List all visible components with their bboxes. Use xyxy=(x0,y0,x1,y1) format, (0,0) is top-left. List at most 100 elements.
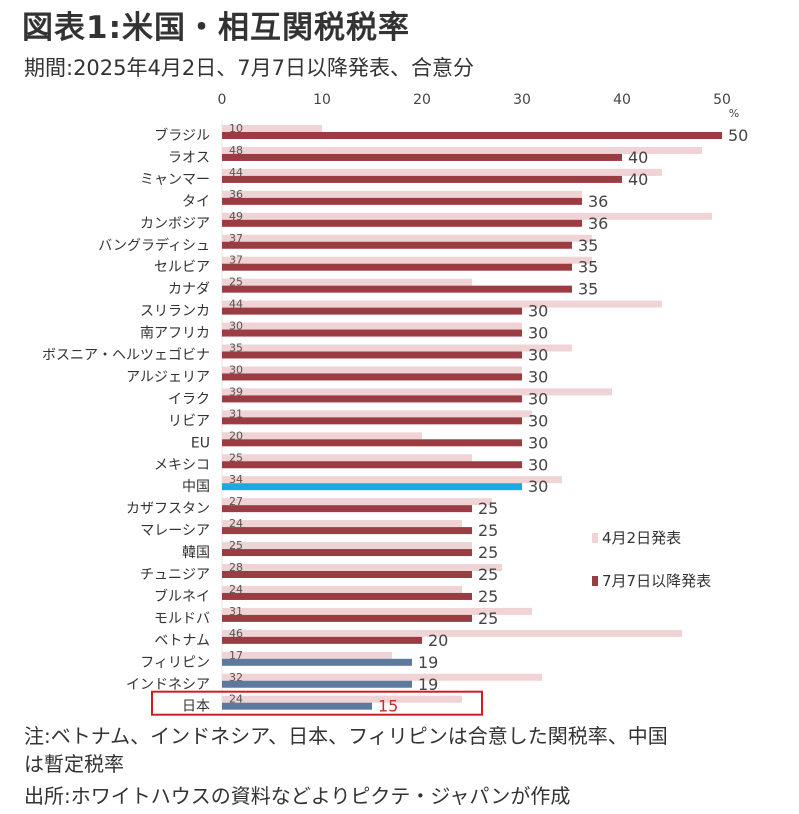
category-label: フィリピン xyxy=(140,655,210,671)
bar-label-jul7: 30 xyxy=(528,346,548,365)
category-label: スリランカ xyxy=(140,304,210,320)
category-label: リビア xyxy=(168,413,210,429)
bar-label-jul7: 36 xyxy=(588,214,608,233)
bar-apr2 xyxy=(222,454,472,462)
category-label: タイ xyxy=(182,194,210,210)
bar-label-apr2: 24 xyxy=(229,693,243,706)
bar-jul7 xyxy=(222,197,582,205)
bar-apr2 xyxy=(222,344,572,352)
bar-apr2 xyxy=(222,542,472,550)
bar-jul7 xyxy=(222,395,522,403)
bar-label-jul7: 35 xyxy=(578,236,598,255)
bar-apr2 xyxy=(222,498,492,506)
bar-apr2 xyxy=(222,651,392,659)
bar-jul7 xyxy=(222,571,472,578)
source-note: 出所:ホワイトハウスの資料などよりピクテ・ジャパンが作成 xyxy=(24,784,571,808)
note-line-2: は暫定税率 xyxy=(24,752,124,776)
legend-swatch-jul7 xyxy=(592,575,598,586)
bar-apr2 xyxy=(222,476,562,484)
category-label: セルビア xyxy=(154,260,210,276)
category-label: アルジェリア xyxy=(126,369,210,385)
bar-apr2 xyxy=(222,388,612,396)
bar-jul7 xyxy=(222,153,622,161)
legend-label-jul7: 7月7日以降発表 xyxy=(602,572,712,590)
bar-label-jul7: 25 xyxy=(478,587,498,606)
bar-apr2 xyxy=(222,234,592,242)
bar-jul7 xyxy=(222,483,522,491)
bar-label-jul7: 19 xyxy=(418,675,438,694)
bar-label-apr2: 34 xyxy=(229,473,243,486)
bar-label-jul7: 19 xyxy=(418,653,438,672)
bar-label-jul7: 25 xyxy=(478,543,498,562)
category-label: ブラジル xyxy=(154,127,210,144)
bar-label-jul7: 30 xyxy=(528,302,548,321)
bar-label-apr2: 10 xyxy=(229,122,243,135)
bar-label-jul7: 36 xyxy=(588,192,608,211)
category-label: マレーシア xyxy=(140,523,210,539)
category-label: モルドバ xyxy=(154,611,210,627)
category-label: ミャンマー xyxy=(140,172,210,188)
bar-label-apr2: 30 xyxy=(229,320,243,333)
bar-jul7 xyxy=(222,285,572,293)
bar-label-jul7: 30 xyxy=(528,433,548,452)
bar-jul7 xyxy=(222,461,522,469)
bar-jul7 xyxy=(222,241,572,249)
category-label: カンボジア xyxy=(140,216,210,232)
category-label: ラオス xyxy=(168,150,210,166)
bar-label-jul7: 30 xyxy=(528,411,548,430)
bar-jul7 xyxy=(222,351,522,359)
bar-apr2 xyxy=(222,278,472,286)
category-label: イラク xyxy=(168,391,210,407)
category-label: インドネシア xyxy=(126,677,210,693)
category-label: ボスニア・ヘルツェゴビナ xyxy=(42,347,210,364)
bar-label-jul7: 30 xyxy=(528,389,548,408)
chart-subtitle: 期間:2025年4月2日、7月7日以降発表、合意分 xyxy=(24,56,474,80)
x-unit-label: % xyxy=(729,107,739,120)
category-label: 中国 xyxy=(182,479,210,495)
category-label: 南アフリカ xyxy=(140,326,210,342)
bar-apr2 xyxy=(222,146,702,154)
bar-jul7 xyxy=(222,658,412,666)
bar-apr2 xyxy=(222,212,712,220)
category-label: ブルネイ xyxy=(154,588,210,605)
highlight-box xyxy=(151,690,483,716)
bar-apr2 xyxy=(222,322,522,330)
x-tick-label: 10 xyxy=(313,92,331,108)
category-label: ベトナム xyxy=(154,633,210,649)
bar-label-apr2: 32 xyxy=(229,671,243,684)
bar-label-apr2: 25 xyxy=(229,451,243,464)
bar-label-apr2: 31 xyxy=(229,407,243,420)
legend-item-jul7: 7月7日以降発表 xyxy=(592,570,711,591)
bar-label-apr2: 17 xyxy=(229,649,243,662)
bar-label-apr2: 48 xyxy=(229,144,243,157)
bar-label-jul7: 35 xyxy=(578,258,598,277)
bar-apr2 xyxy=(222,256,592,264)
bar-label-apr2: 36 xyxy=(229,188,243,201)
bar-jul7 xyxy=(222,132,722,139)
bar-label-jul7: 40 xyxy=(628,170,648,189)
category-label: 韓国 xyxy=(182,545,210,561)
bar-jul7 xyxy=(222,636,422,644)
bar-label-apr2: 28 xyxy=(229,561,243,574)
bar-apr2 xyxy=(222,629,682,637)
legend-item-apr2: 4月2日発表 xyxy=(592,527,681,548)
category-label: カナダ xyxy=(168,282,210,298)
bar-label-apr2: 30 xyxy=(229,363,243,376)
bar-apr2 xyxy=(222,695,462,703)
bar-jul7 xyxy=(222,505,472,513)
bar-jul7 xyxy=(222,527,472,535)
bar-label-apr2: 44 xyxy=(229,166,243,179)
chart-title: 図表1:米国・相互関税税率 xyxy=(22,10,410,46)
bar-label-jul7: 30 xyxy=(528,477,548,496)
bar-label-apr2: 46 xyxy=(229,627,243,640)
bar-label-apr2: 49 xyxy=(229,210,243,223)
legend-swatch-apr2 xyxy=(592,532,598,543)
x-tick-label: 30 xyxy=(513,92,531,108)
bar-label-jul7: 25 xyxy=(478,565,498,584)
legend-label-apr2: 4月2日発表 xyxy=(602,529,682,547)
x-tick-label: 40 xyxy=(613,92,631,108)
bar-jul7 xyxy=(222,439,522,447)
bar-label-jul7: 50 xyxy=(728,126,748,145)
category-label: カザフスタン xyxy=(126,501,210,517)
bar-label-apr2: 24 xyxy=(229,583,243,596)
